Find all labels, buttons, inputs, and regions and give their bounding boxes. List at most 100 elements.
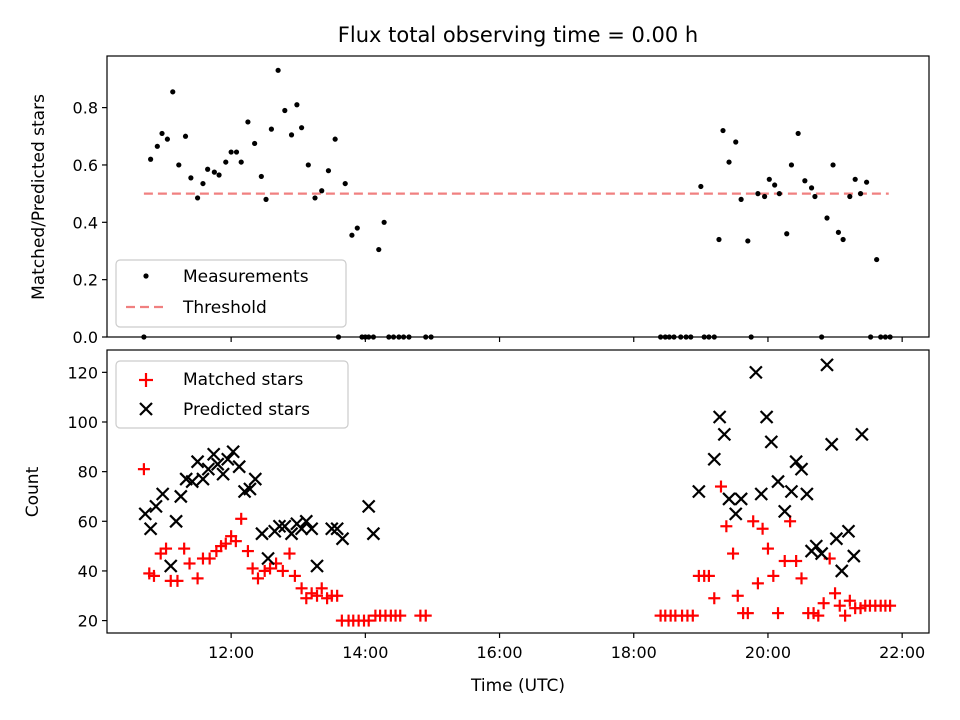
predicted-star-point <box>163 559 178 573</box>
legend-matched-marker <box>139 373 153 387</box>
predicted-star-point <box>206 447 221 462</box>
matched-star-point <box>686 609 699 622</box>
bottom-legend: Matched stars Predicted stars <box>115 360 349 429</box>
matched-star-point <box>767 569 780 582</box>
predicted-star-point <box>847 549 861 563</box>
measurement-point <box>755 191 761 197</box>
measurement-point <box>882 334 888 340</box>
bottom-y-tick-label: 80 <box>78 463 98 482</box>
predicted-star-point <box>366 526 381 541</box>
measurement-point <box>802 178 808 184</box>
matched-star-point <box>727 547 740 560</box>
bottom-legend-box <box>115 360 349 429</box>
measurement-point <box>762 193 768 200</box>
top-y-tick-label: 0.4 <box>73 213 98 232</box>
predicted-star-point <box>248 472 263 486</box>
predicted-star-point <box>143 521 158 536</box>
predicted-star-point <box>221 452 235 467</box>
predicted-star-point <box>155 487 170 501</box>
measurement-point <box>312 195 318 201</box>
bottom-x-tick-label: 22:00 <box>879 643 925 662</box>
measurement-point <box>406 334 412 340</box>
matched-star-point <box>191 572 204 585</box>
predicted-star-point <box>841 524 856 538</box>
predicted-star-point <box>692 484 706 499</box>
matched-star-point <box>315 582 328 595</box>
bottom-y-axis-label: Count <box>23 466 43 517</box>
measurements-series <box>141 67 893 340</box>
predicted-star-point <box>784 484 799 499</box>
measurement-point <box>159 130 165 137</box>
measurement-point <box>400 334 407 340</box>
measurement-point <box>701 334 707 340</box>
measurement-point <box>319 188 325 194</box>
predicted-star-point <box>299 514 314 529</box>
predicted-star-point <box>190 454 205 469</box>
measurement-point <box>874 256 880 263</box>
top-panel: 0.00.20.40.60.8 Matched/Predicted stars … <box>29 55 930 347</box>
matched-star-point <box>276 564 289 577</box>
predicted-star-point <box>800 487 814 501</box>
measurement-point <box>840 236 846 243</box>
bottom-y-tick-label: 40 <box>78 562 98 581</box>
measurement-point <box>772 182 778 188</box>
predicted-star-point <box>824 437 839 452</box>
predicted-star-point <box>272 519 287 534</box>
matched-star-point <box>731 589 744 602</box>
predicted-star-point <box>216 467 230 481</box>
predicted-star-point <box>777 504 792 519</box>
measurement-point <box>170 89 176 95</box>
measurement-point <box>706 334 712 340</box>
measurement-point <box>376 246 382 253</box>
top-y-tick-label: 0.6 <box>73 156 98 175</box>
measurement-point <box>141 334 147 340</box>
matched-star-point <box>778 555 791 568</box>
matched-star-point <box>772 607 785 620</box>
bottom-x-axis-label: Time (UTC) <box>470 676 565 696</box>
measurement-point <box>282 107 288 114</box>
matched-stars-series <box>137 463 897 627</box>
measurement-point <box>205 166 211 172</box>
matched-star-point <box>251 572 264 585</box>
predicted-star-point <box>707 452 722 467</box>
matched-star-point <box>331 589 344 602</box>
predicted-star-point <box>809 539 824 553</box>
matched-star-point <box>761 542 774 555</box>
measurement-point <box>748 334 754 340</box>
legend-predicted-label: Predicted stars <box>183 400 310 420</box>
measurement-point <box>863 179 870 185</box>
measurement-point <box>847 193 853 200</box>
measurement-point <box>745 238 751 244</box>
matched-star-point <box>171 574 184 587</box>
bottom-x-tick-label: 12:00 <box>208 643 254 662</box>
measurement-point <box>238 159 244 165</box>
measurement-point <box>263 196 269 202</box>
matched-star-point <box>884 599 897 612</box>
measurement-point <box>349 232 355 238</box>
measurement-point <box>298 125 305 131</box>
predicted-stars-series <box>138 358 869 578</box>
predicted-star-point <box>335 531 350 546</box>
predicted-star-point <box>325 521 339 536</box>
measurement-point <box>305 162 311 168</box>
matched-star-point <box>839 609 852 622</box>
predicted-star-point <box>829 531 844 546</box>
measurement-point <box>386 334 392 340</box>
measurement-point <box>252 140 258 147</box>
top-y-axis: 0.0 0.2 0.4 0.6 0.8 <box>73 99 107 347</box>
predicted-star-point <box>169 514 183 529</box>
measurement-point <box>223 159 229 165</box>
predicted-star-point <box>855 427 869 442</box>
predicted-star-point <box>310 559 324 573</box>
measurement-point <box>720 127 726 134</box>
top-y-axis-label: Matched/Predicted stars <box>29 94 49 300</box>
predicted-star-point <box>138 507 153 521</box>
measurement-point <box>812 193 818 200</box>
predicted-star-point <box>754 487 769 501</box>
measurement-point <box>325 168 332 174</box>
matched-star-point <box>183 557 196 570</box>
top-chart-title: Flux total observing time = 0.00 h <box>338 23 698 47</box>
measurement-point <box>164 136 170 142</box>
matched-star-point <box>419 609 432 622</box>
